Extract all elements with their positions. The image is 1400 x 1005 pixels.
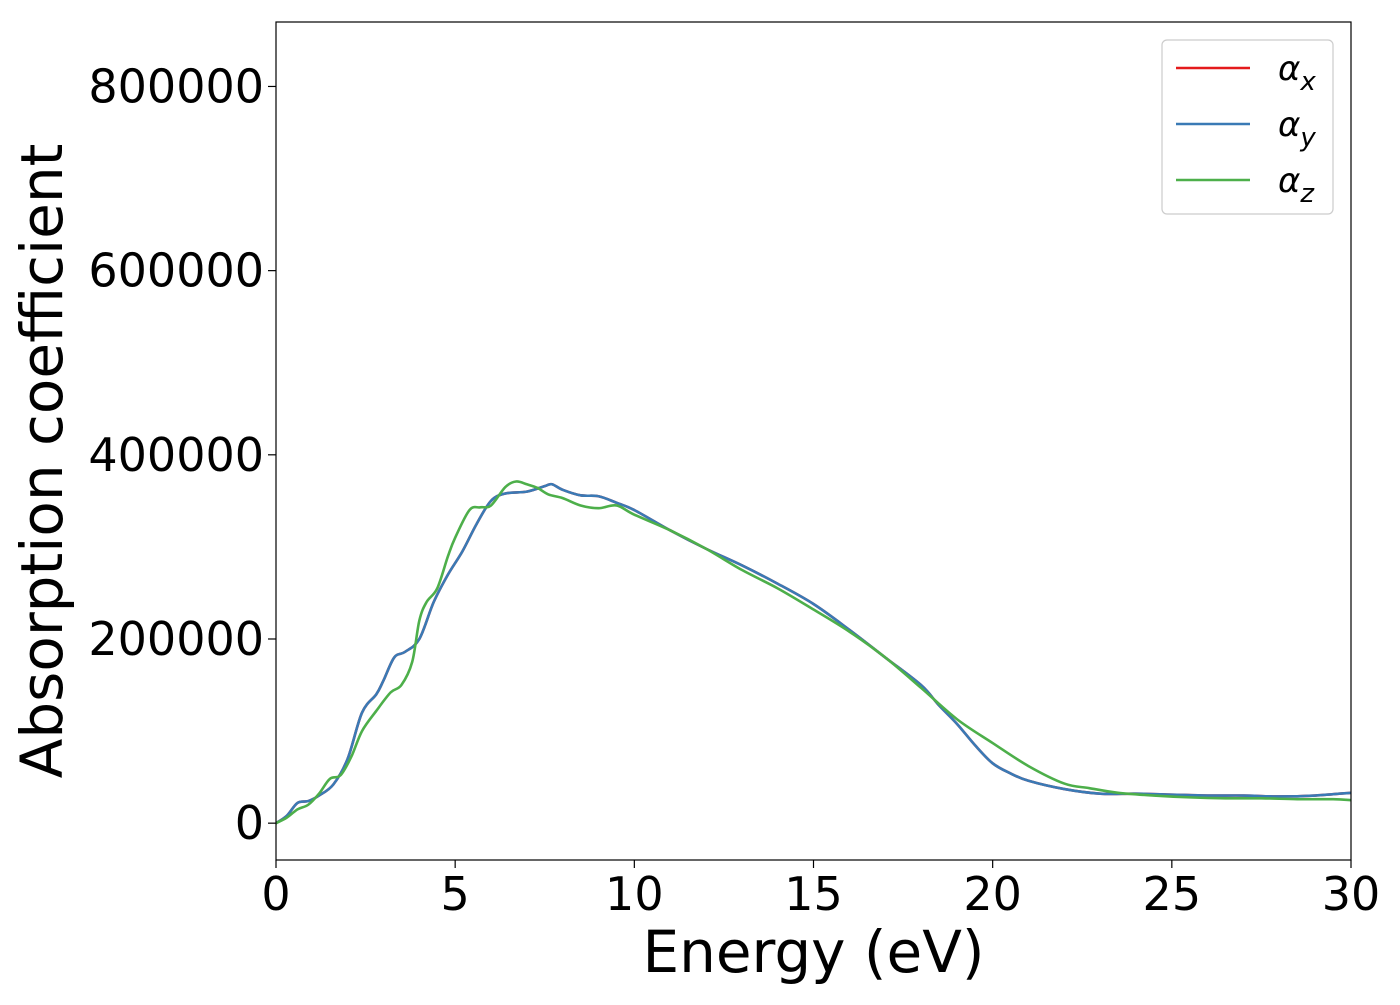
series-layer <box>276 480 1351 825</box>
y-tick-label: 0 <box>235 796 264 850</box>
x-tick-label: 0 <box>261 867 290 921</box>
y-axis-title: Absorption coefficient <box>8 144 76 779</box>
x-tick-label: 30 <box>1322 867 1381 921</box>
y-axis-ticks: 0 200000 400000 600000 800000 <box>88 59 276 850</box>
y-tick-label: 800000 <box>88 59 264 113</box>
y-tick-label: 200000 <box>88 612 264 666</box>
y-tick-label: 600000 <box>88 244 264 298</box>
x-axis-title: Energy (eV) <box>642 918 984 986</box>
x-tick-label: 5 <box>441 867 470 921</box>
x-tick-label: 25 <box>1143 867 1202 921</box>
x-axis-ticks: 0 5 10 15 20 25 30 <box>261 860 1380 921</box>
series-line-z <box>276 480 1351 825</box>
y-tick-label: 400000 <box>88 428 264 482</box>
x-tick-label: 20 <box>963 867 1022 921</box>
x-tick-label: 10 <box>605 867 664 921</box>
series-line-y <box>276 482 1351 825</box>
legend-box <box>1161 39 1334 215</box>
x-tick-label: 15 <box>784 867 843 921</box>
